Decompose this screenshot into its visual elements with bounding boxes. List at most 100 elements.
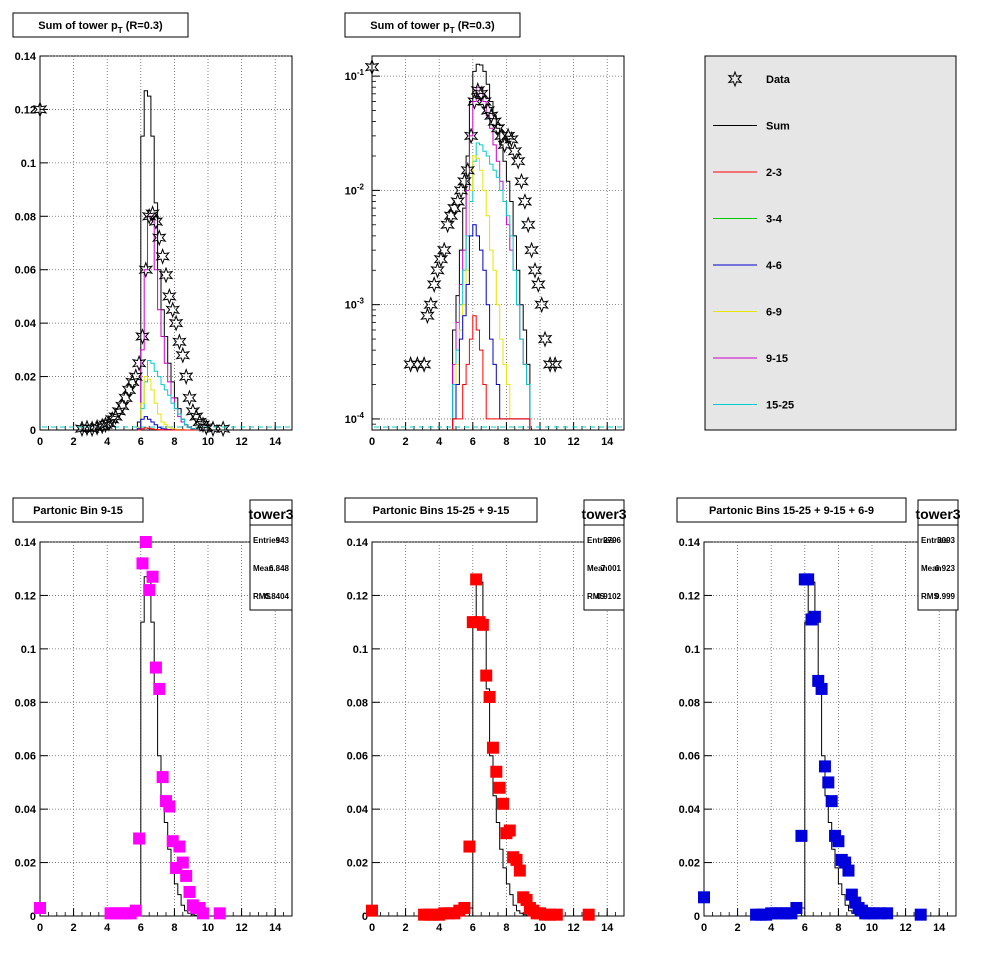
legend-marker-star (727, 70, 743, 88)
data-point-star (494, 127, 509, 145)
chart-title-box (12, 12, 189, 38)
data-point-star (426, 276, 442, 293)
data-point-star (514, 172, 529, 190)
data-point-star (547, 355, 563, 373)
stats-value-entries: 943 (276, 536, 290, 545)
data-point-square (582, 908, 595, 921)
chart-title: Sum of tower pT (R=0.3) (38, 20, 163, 35)
data-point-star (135, 328, 150, 345)
y-tick-label: 0.06 (15, 751, 36, 763)
stats-value-rms: 0.9102 (597, 592, 622, 601)
data-point-star (436, 241, 452, 259)
y-tick-label: 0.04 (347, 804, 369, 816)
y-tick-label: 10-1 (345, 68, 365, 83)
data-point-square (146, 570, 159, 583)
data-point-star (534, 296, 549, 314)
data-point-square (795, 829, 808, 842)
data-point-star (138, 261, 154, 279)
data-point-square (34, 901, 46, 914)
x-tick-label: 14 (601, 436, 614, 448)
data-point-star (125, 373, 140, 391)
data-point-square (366, 904, 378, 917)
data-point-star (497, 136, 513, 154)
x-tick-label: 8 (171, 922, 177, 934)
data-markers (366, 573, 595, 921)
y-tick-mantissa: 10 (345, 300, 357, 312)
stats-value-rms: 0.999 (935, 592, 956, 601)
x-tick-label: 14 (601, 922, 614, 934)
chart-title-suffix: (R=0.3) (455, 20, 495, 32)
stats-label-mean: Mean (587, 564, 608, 573)
chart-title-main: Sum of tower p (370, 20, 450, 32)
y-tick-label: 0.12 (15, 590, 36, 602)
legend-frame (704, 55, 957, 431)
y-tick-label: 10-4 (345, 411, 365, 426)
x-tick-label: 4 (768, 922, 775, 934)
y-tick-label: 0.06 (679, 751, 700, 763)
data-point-square (156, 771, 169, 784)
x-tick-label: 2 (71, 922, 77, 934)
y-tick-label: 0 (362, 911, 368, 923)
legend-entry-label: Sum (766, 121, 790, 133)
data-point-star (98, 416, 113, 434)
data-point-star (440, 216, 455, 234)
x-tick-label: 8 (171, 436, 177, 448)
data-point-star (517, 193, 533, 210)
x-tick-label: 0 (701, 922, 707, 934)
y-tick-label: 0.08 (679, 697, 700, 709)
x-tick-label: 0 (369, 436, 375, 448)
data-point-star (89, 418, 105, 436)
data-point-star (32, 100, 48, 118)
y-tick-label: 0 (30, 425, 36, 437)
x-tick-label: 10 (866, 922, 878, 934)
data-point-square (818, 760, 831, 773)
chart-title: Sum of tower pT (R=0.3) (370, 20, 495, 35)
stats-label-entries: Entries (921, 536, 949, 545)
x-tick-label: 2 (71, 436, 77, 448)
data-point-star (500, 127, 516, 145)
chart-title: Partonic Bins 15-25 + 9-15 + 6-9 (709, 505, 874, 517)
data-point-star (460, 161, 476, 179)
data-point-star (430, 261, 445, 279)
stats-value-mean: 6.848 (269, 564, 290, 573)
stats-value-entries: 2796 (603, 536, 621, 545)
legend-entry-label: 4-6 (766, 260, 782, 272)
y-tick-label: 0.02 (15, 858, 36, 870)
data-point-square (153, 682, 166, 695)
data-point-square (802, 573, 815, 586)
data-point-square (808, 610, 821, 623)
y-tick-label: 0.04 (15, 804, 37, 816)
data-point-star (108, 408, 123, 426)
data-point-star (121, 381, 137, 399)
data-point-square (458, 901, 471, 914)
data-point-square (825, 795, 838, 808)
chart-title-suffix: (R=0.3) (123, 20, 163, 32)
data-point-square (143, 584, 156, 597)
stats-value-entries: 3093 (937, 536, 955, 545)
x-tick-label: 12 (567, 922, 579, 934)
data-point-star (524, 241, 539, 259)
y-tick-label: 0.08 (15, 211, 36, 223)
y-tick-label: 0.12 (679, 590, 700, 602)
y-tick-label: 0.04 (15, 318, 37, 330)
y-tick-exponent: -4 (357, 411, 365, 420)
data-point-star (175, 346, 191, 364)
y-tick-label: 0.14 (679, 537, 701, 549)
data-point-square (486, 741, 499, 754)
stats-label-entries: Entries (587, 536, 615, 545)
x-tick-label: 8 (503, 436, 509, 448)
y-tick-label: 0.14 (15, 537, 37, 549)
x-tick-label: 12 (235, 922, 247, 934)
x-tick-label: 6 (802, 922, 808, 934)
histogram-15-25 (452, 142, 531, 430)
data-point-star (416, 355, 432, 373)
stats-value-mean: 6.923 (935, 564, 956, 573)
data-point-square (183, 885, 196, 898)
legend-entry-label: 9-15 (766, 353, 788, 365)
chart-panel-p4: 0 2 4 6 8 10 12 14 0 0.02 0.04 0.06 0.08 0.1 0.12 0.14 P… (344, 497, 627, 934)
x-tick-label: 14 (933, 922, 946, 934)
data-point-square (490, 765, 503, 778)
